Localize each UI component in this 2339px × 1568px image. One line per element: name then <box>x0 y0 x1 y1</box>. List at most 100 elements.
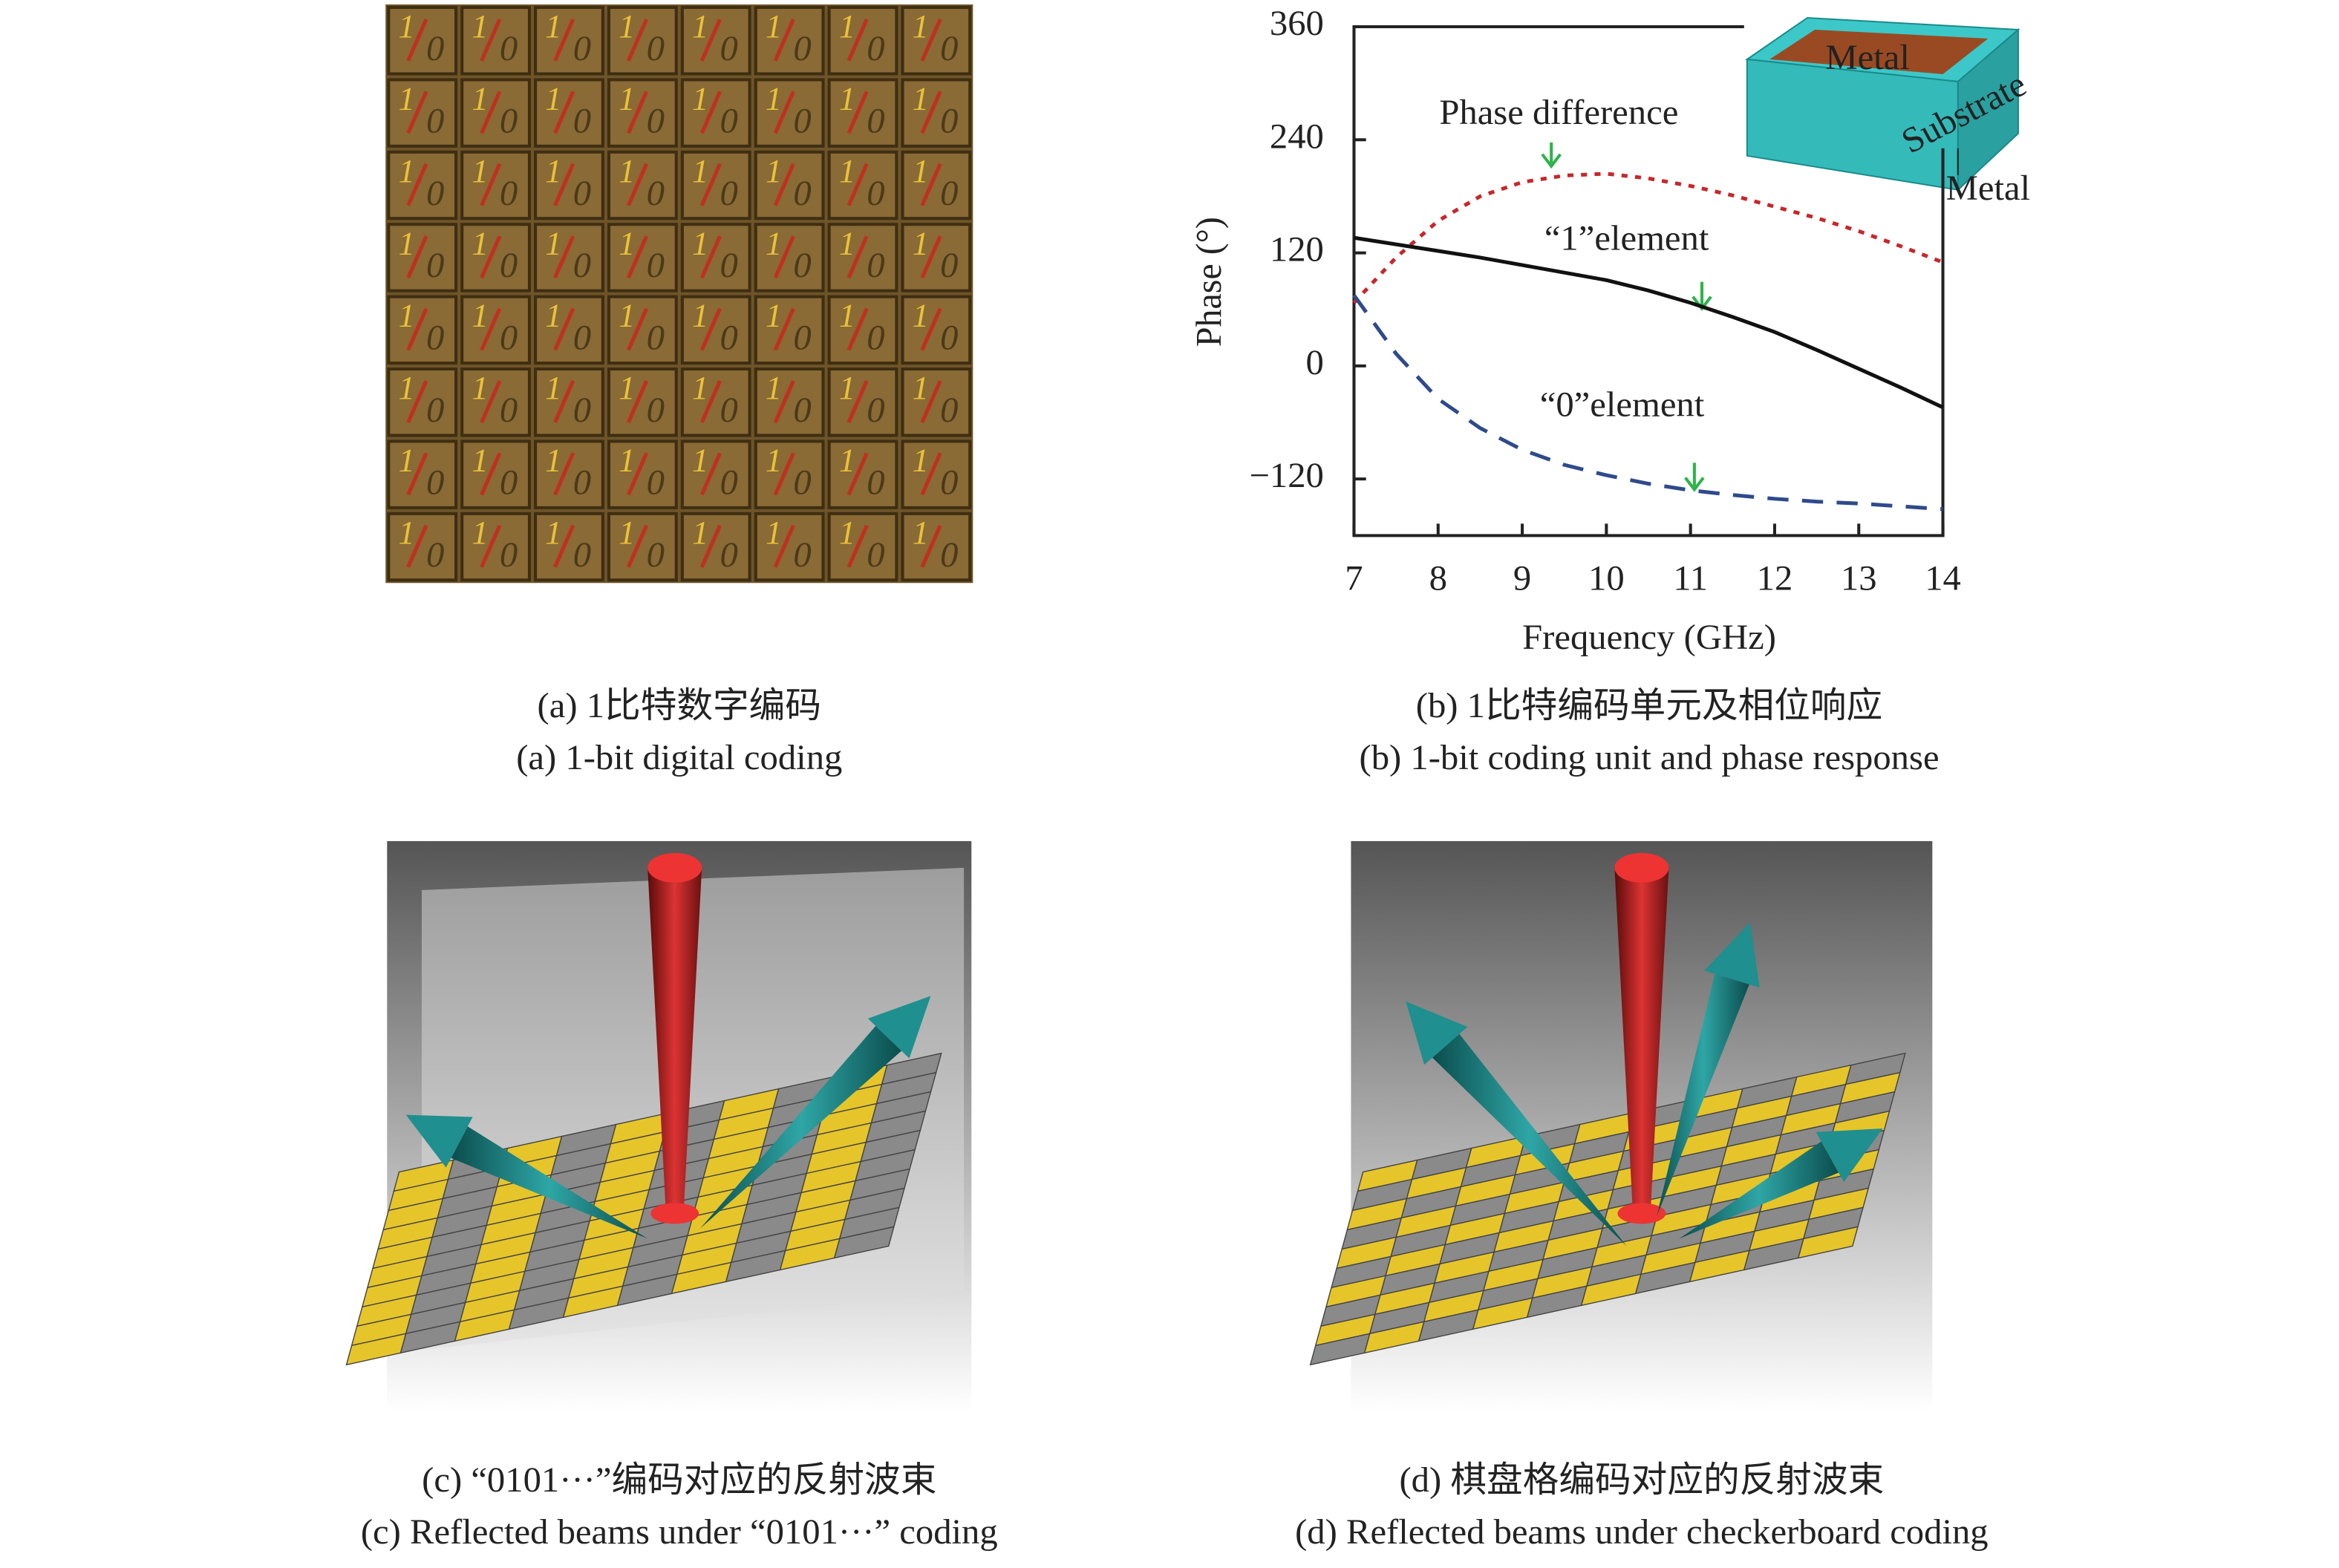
tile <box>901 295 972 365</box>
tile-zero: 0 <box>573 174 591 213</box>
tile-slash <box>406 380 428 423</box>
tile-slash <box>920 235 942 279</box>
tile-zero: 0 <box>720 29 738 68</box>
tile-one: 1 <box>619 226 635 262</box>
tile-slash <box>846 524 869 568</box>
tile-one: 1 <box>692 8 708 45</box>
series-annotation: Phase difference <box>1439 93 1678 132</box>
tile <box>534 78 604 148</box>
tile-slash <box>553 235 575 279</box>
tile-zero: 0 <box>720 535 738 575</box>
tile-slash <box>480 380 502 423</box>
tile <box>460 440 531 509</box>
tile-zero: 0 <box>940 318 958 358</box>
tile-slash <box>773 235 795 279</box>
cell <box>833 1226 895 1259</box>
tile-one: 1 <box>766 298 782 334</box>
tile-slash <box>920 91 942 134</box>
tile-one: 1 <box>398 226 414 262</box>
tile <box>754 5 825 76</box>
reflected-beam <box>700 1025 902 1229</box>
tile-one: 1 <box>619 81 635 117</box>
tile-zero: 0 <box>573 246 591 285</box>
tile <box>534 440 604 509</box>
tile-zero: 0 <box>793 246 811 285</box>
x-tick-label: 9 <box>1513 559 1531 598</box>
tile <box>607 223 678 293</box>
tile-slash <box>553 18 575 62</box>
tile <box>827 440 898 509</box>
tile <box>534 368 604 437</box>
tile-slash <box>626 452 648 496</box>
tile-zero: 0 <box>647 102 665 141</box>
beam-foot <box>650 1203 699 1224</box>
tile <box>387 78 458 148</box>
tile-zero: 0 <box>426 246 444 285</box>
tile-zero: 0 <box>426 535 444 575</box>
tile-zero: 0 <box>720 174 738 213</box>
tile-slash <box>773 18 795 62</box>
tile-one: 1 <box>913 81 929 117</box>
tile-zero: 0 <box>867 463 884 503</box>
tile-slash <box>773 91 795 134</box>
caption: (b) 1比特编码单元及相位响应 <box>1416 686 1882 725</box>
tile-zero: 0 <box>867 174 884 213</box>
tile-zero: 0 <box>426 318 444 358</box>
tile-zero: 0 <box>426 29 444 68</box>
arrow <box>1541 142 1562 169</box>
beam-top <box>647 852 702 883</box>
tile <box>460 78 531 148</box>
tile <box>460 223 531 293</box>
tile-slash <box>846 91 869 134</box>
inset-label: Metal <box>1946 169 2030 208</box>
tile-one: 1 <box>839 370 855 406</box>
beam-scene-c <box>345 840 972 1413</box>
tile <box>754 150 825 220</box>
tile-zero: 0 <box>793 29 811 68</box>
tile-slash <box>699 18 722 62</box>
tile-zero: 0 <box>793 174 811 213</box>
tile-one: 1 <box>398 370 414 406</box>
tile-one: 1 <box>472 226 488 262</box>
tile-one: 1 <box>545 153 561 189</box>
tile-one: 1 <box>839 226 855 262</box>
tile-slash <box>699 91 722 134</box>
tile-slash <box>846 163 869 206</box>
tile-one: 1 <box>398 298 414 334</box>
tile-slash <box>480 452 502 496</box>
tile-zero: 0 <box>426 174 444 213</box>
x-axis-label: Frequency (GHz) <box>1522 618 1776 658</box>
tile-zero: 0 <box>500 174 518 213</box>
tile-zero: 0 <box>720 463 738 503</box>
tile-zero: 0 <box>500 29 518 68</box>
tile-zero: 0 <box>647 29 665 68</box>
tile-slash <box>920 524 942 568</box>
tile-one: 1 <box>619 8 635 45</box>
tile <box>460 368 531 437</box>
metal-top <box>1769 29 1989 74</box>
tile-one: 1 <box>692 442 708 479</box>
tile-zero: 0 <box>647 174 665 213</box>
x-tick-label: 13 <box>1841 559 1877 598</box>
tile <box>387 223 458 293</box>
tile <box>534 150 604 220</box>
tile-slash <box>480 524 502 568</box>
tile <box>680 5 751 76</box>
tile-slash <box>626 235 648 279</box>
tile <box>827 368 898 437</box>
tile-slash <box>406 91 428 134</box>
tile-one: 1 <box>839 8 855 45</box>
tile <box>607 295 678 365</box>
tile-slash <box>773 163 795 206</box>
tile <box>901 5 972 76</box>
beam-top <box>1614 852 1669 883</box>
tile-zero: 0 <box>867 102 884 141</box>
tile-one: 1 <box>545 298 561 334</box>
tile-one: 1 <box>619 153 635 189</box>
tile <box>387 295 458 365</box>
tile-zero: 0 <box>867 246 884 285</box>
tile-zero: 0 <box>867 318 884 358</box>
tile-one: 1 <box>692 81 708 117</box>
tile-zero: 0 <box>867 535 884 575</box>
tile-slash <box>626 380 648 423</box>
